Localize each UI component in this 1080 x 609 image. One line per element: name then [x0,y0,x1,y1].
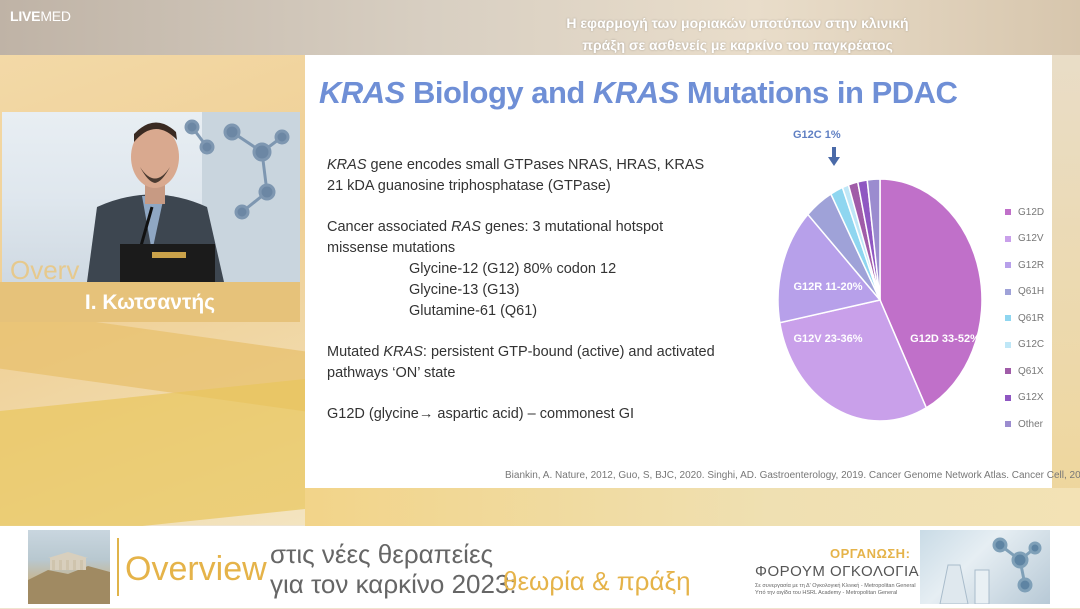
legend-label: Q61R [1018,313,1044,324]
slide-text-line: KRAS gene encodes small GTPases NRAS, HR… [327,155,757,176]
legend-label: Q61H [1018,286,1044,297]
session-title-line: πράξη σε ασθενείς με καρκίνο του παγκρέα… [505,34,970,56]
organizer-detail: Υπό την αιγίδα του HSRL Academy - Metrop… [755,590,897,596]
hotspot-item: Glutamine-61 (Q61) [327,301,757,322]
banner-subtitle: στις νέες θεραπείες για τον καρκίνο 2023… [270,539,517,599]
legend-label: G12V [1018,233,1044,244]
pie-label-g12d: G12D 33-52% [910,333,980,345]
slide-text-line: missense mutations [327,238,757,259]
lab-image [920,530,1050,604]
legend-swatch [1005,368,1011,374]
legend-label: Q61X [1018,366,1044,377]
legend-item-g12c: G12C [1005,332,1044,359]
speaker-video: Overv [2,112,300,282]
presentation-slide: KRAS Biology and KRAS Mutations in PDAC … [305,55,1052,488]
session-title: Η εφαρμογή των μοριακών υποτύπων στην κλ… [505,12,970,56]
background-right [1052,55,1080,525]
legend-item-g12v: G12V [1005,226,1044,253]
legend-item-q61h: Q61H [1005,279,1044,306]
legend-swatch [1005,395,1011,401]
event-banner: Overview στις νέες θεραπείες για τον καρ… [0,526,1080,608]
legend-swatch [1005,209,1011,215]
slide-title: KRAS Biology and KRAS Mutations in PDAC [319,75,957,111]
hotspot-item: Glycine-13 (G13) [327,280,757,301]
legend-item-g12d: G12D [1005,199,1044,226]
legend-label: G12X [1018,392,1044,403]
legend-swatch [1005,289,1011,295]
speaker-name: Ι. Κωτσαντής [0,282,300,322]
legend-item-g12r: G12R [1005,252,1044,279]
slide-text-line: pathways ‘ON’ state [327,363,757,384]
legend-item-other: Other [1005,411,1044,438]
speaker-video-frame: Overv [2,112,300,282]
slide-text-line: Mutated KRAS: persistent GTP-bound (acti… [327,342,757,363]
legend-swatch [1005,262,1011,268]
session-title-line: Η εφαρμογή των μοριακών υποτύπων στην κλ… [505,12,970,34]
legend-swatch [1005,236,1011,242]
slide-body: KRAS gene encodes small GTPases NRAS, HR… [327,155,757,425]
organizer-label: ΟΡΓΑΝΩΣΗ: [830,546,910,561]
legend-swatch [1005,342,1011,348]
organizer-detail: Σε συνεργασία με τη Δ' Ογκολογική Κλινικ… [755,583,916,589]
divider [117,538,119,596]
banner-overview: Overview [125,550,267,589]
pie-label-g12r: G12R 11-20% [793,281,862,293]
g12c-callout: G12C 1% [793,129,841,141]
backdrop-text: Overv [10,255,79,282]
legend-item-q61x: Q61X [1005,358,1044,385]
legend-label: G12D [1018,207,1044,218]
acropolis-image [28,530,110,604]
legend-item-q61r: Q61R [1005,305,1044,332]
pie-label-g12v: G12V 23-36% [793,333,862,345]
legend-label: G12R [1018,260,1044,271]
legend-swatch [1005,421,1011,427]
background-strip [305,488,1080,526]
legend-item-g12x: G12X [1005,385,1044,412]
legend-label: Other [1018,419,1043,430]
slide-text-line: Cancer associated RAS genes: 3 mutationa… [327,217,757,238]
chart-legend: G12D G12V G12R Q61H Q61R G12C Q61X G12X Other [1005,199,1044,438]
slide-citation: Biankin, A. Nature, 2012, Guo, S, BJC, 2… [505,470,1080,481]
slide-text-line: G12D (glycine→ aspartic acid) – commones… [327,404,757,425]
hotspot-item: Glycine-12 (G12) 80% codon 12 [327,259,757,280]
arrow-down-icon [827,147,841,167]
kras-mutation-pie-chart: G12D 33-52% G12V 23-36% G12R 11-20% [775,170,1005,430]
banner-theory-practice: θεωρία & πράξη [503,566,691,597]
legend-label: G12C [1018,339,1044,350]
legend-swatch [1005,315,1011,321]
slide-text-line: 21 kDA guanosine triphosphatase (GTPase) [327,176,757,197]
organizer-name: ΦΟΡΟΥΜ ΟΓΚΟΛΟΓΙΑΣ [755,563,929,580]
livemed-logo: LIVEMED [10,8,71,24]
